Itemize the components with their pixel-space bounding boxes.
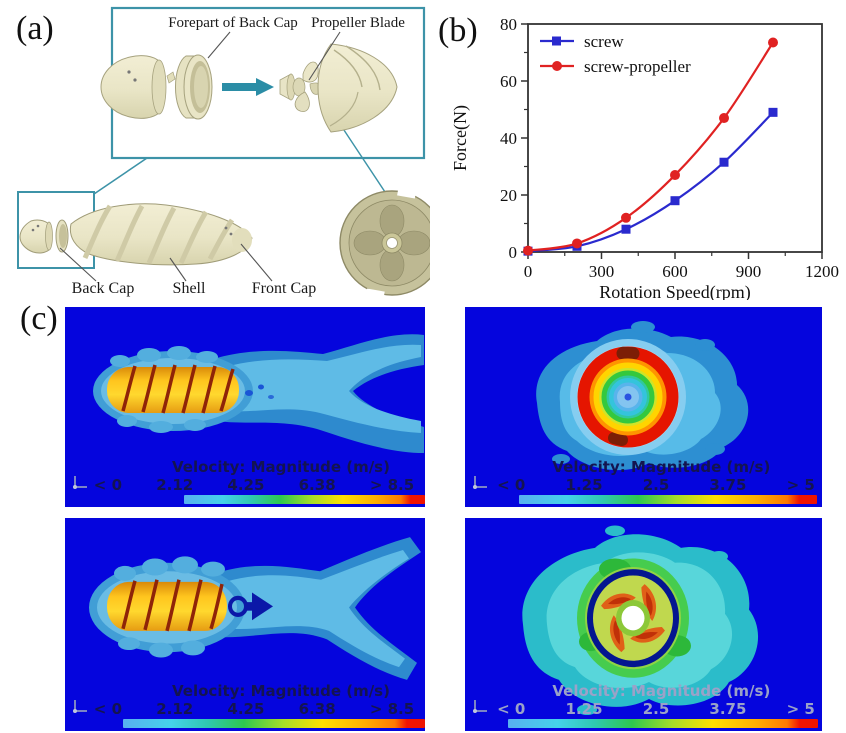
front-cap-label: Front Cap [252, 280, 316, 297]
marker-screw-propeller [768, 37, 778, 48]
cfd-panel-cross-screw: Velocity: Magnitude (m/s) < 0 1.25 2.5 3… [465, 307, 822, 507]
colorbar-tick: 3.75 [709, 476, 747, 494]
cfd-flow-field-art [522, 525, 759, 716]
colorbar-tick: 1.25 [565, 700, 603, 718]
x-tick-label: 600 [662, 262, 688, 281]
marker-screw [621, 224, 631, 234]
y-tick-label: 80 [500, 15, 517, 34]
legend-marker [552, 61, 562, 71]
axes-triad-icon [73, 700, 87, 713]
colorbar-tick: > 5 [786, 700, 815, 718]
colorbar-tick: 2.5 [642, 476, 670, 494]
marker-screw [670, 196, 680, 206]
legend-label: screw-propeller [584, 57, 691, 76]
x-tick-label: 300 [589, 262, 615, 281]
back-cap-label: Back Cap [72, 280, 135, 297]
marker-screw-propeller [670, 170, 680, 181]
colorbar-tick: < 0 [497, 700, 526, 718]
marker-screw-propeller [621, 212, 631, 223]
legend-label: screw [584, 32, 624, 51]
colorbar-gradient [183, 495, 425, 504]
forepart-back-cap-label: Forepart of Back Cap [168, 15, 298, 31]
colorbar-tick: 4.25 [227, 700, 265, 718]
y-axis-label: Force(N) [450, 105, 471, 171]
y-tick-label: 20 [500, 186, 517, 205]
colorbar-tick: > 8.5 [369, 700, 415, 718]
colorbar-tick: > 8.5 [369, 476, 415, 494]
colorbar-gradient [518, 495, 817, 504]
force-vs-rpm-chart: 0 20 40 60 80 0 300 600 900 1200 Rotation Speed(rp… [450, 15, 839, 300]
colorbar: Velocity: Magnitude (m/s) < 0 2.12 4.25 … [65, 683, 425, 728]
colorbar-title: Velocity: Magnitude (m/s) [552, 458, 771, 476]
propeller-blade-leader-line [308, 31, 341, 81]
explode-arrow-icon [222, 78, 274, 96]
back-cap-leader-line [59, 247, 97, 282]
back-cap-exploded-model [100, 54, 213, 120]
axes-triad-icon [73, 476, 87, 489]
panel-c-label: (c) [20, 300, 58, 337]
colorbar-tick: 3.75 [709, 700, 747, 718]
axes-triad-icon [473, 700, 487, 713]
cfd-panel-cross-screw-propeller: Velocity: Magnitude (m/s) < 0 1.25 2.5 3… [465, 518, 822, 731]
colorbar-tick: < 0 [497, 476, 526, 494]
capsule-robot-model [19, 203, 253, 266]
colorbar-tick: < 0 [93, 476, 123, 494]
y-tick-label: 0 [509, 243, 518, 262]
colorbar-tick-row: < 0 1.25 2.5 3.75 > 5 [465, 700, 822, 719]
colorbar-gradient [122, 719, 425, 728]
x-tick-label: 1200 [805, 262, 839, 281]
legend-marker [552, 36, 561, 46]
axes-triad-icon [473, 476, 487, 489]
x-tick-label: 900 [736, 262, 762, 281]
marker-screw-propeller [572, 238, 582, 249]
y-tick-label: 60 [500, 72, 517, 91]
panel-a-label: (a) [16, 10, 54, 47]
colorbar-tick: > 5 [786, 476, 815, 494]
cfd-flow-field-art [89, 537, 421, 680]
colorbar-title: Velocity: Magnitude (m/s) [172, 458, 390, 476]
colorbar-title: Velocity: Magnitude (m/s) [172, 682, 390, 700]
inset-connector-line [93, 157, 148, 195]
colorbar-gradient [507, 719, 819, 728]
shell-label: Shell [173, 280, 206, 297]
propeller-shell-model [279, 43, 398, 133]
marker-screw-propeller [523, 245, 533, 256]
colorbar-tick: 6.38 [298, 476, 336, 494]
x-axis-label: Rotation Speed(rpm) [599, 282, 750, 300]
colorbar-tick: 1.25 [565, 476, 603, 494]
colorbar: Velocity: Magnitude (m/s) < 0 1.25 2.5 3… [465, 683, 822, 728]
cfd-panel-side-screw: Velocity: Magnitude (m/s) < 0 2.12 4.25 … [65, 307, 425, 507]
forepart-leader-line [207, 31, 231, 59]
colorbar-tick-row: < 0 2.12 4.25 6.38 > 8.5 [65, 700, 425, 719]
marker-screw [719, 157, 729, 167]
marker-screw-propeller [719, 113, 729, 124]
panel-a-cad-drawing: Forepart of Back Cap Propeller Blade Bac… [17, 6, 430, 300]
x-tick-label: 0 [524, 262, 533, 281]
front-cap-leader-line [240, 243, 273, 282]
y-tick-label: 40 [500, 129, 517, 148]
colorbar-title: Velocity: Magnitude (m/s) [552, 682, 771, 700]
colorbar: Velocity: Magnitude (m/s) < 0 2.12 4.25 … [65, 459, 425, 504]
colorbar-tick: 6.38 [298, 700, 336, 718]
colorbar-tick: < 0 [93, 700, 123, 718]
cfd-flow-field-art [536, 321, 749, 471]
propeller-blade-label: Propeller Blade [311, 15, 405, 31]
colorbar: Velocity: Magnitude (m/s) < 0 1.25 2.5 3… [465, 459, 822, 504]
colorbar-tick: 2.12 [156, 476, 194, 494]
colorbar-tick-row: < 0 2.12 4.25 6.38 > 8.5 [65, 476, 425, 495]
marker-screw [768, 107, 778, 117]
colorbar-tick: 2.5 [642, 700, 670, 718]
cfd-panel-side-screw-propeller: Velocity: Magnitude (m/s) < 0 2.12 4.25 … [65, 518, 425, 731]
colorbar-tick: 2.12 [156, 700, 194, 718]
panel-b-label: (b) [438, 12, 478, 49]
series-line-screw [527, 111, 774, 253]
colorbar-tick: 4.25 [227, 476, 265, 494]
cfd-flow-field-art [93, 334, 424, 453]
colorbar-tick-row: < 0 1.25 2.5 3.75 > 5 [465, 476, 822, 495]
propeller-face-model [339, 184, 430, 300]
shell-leader-line [169, 257, 187, 282]
